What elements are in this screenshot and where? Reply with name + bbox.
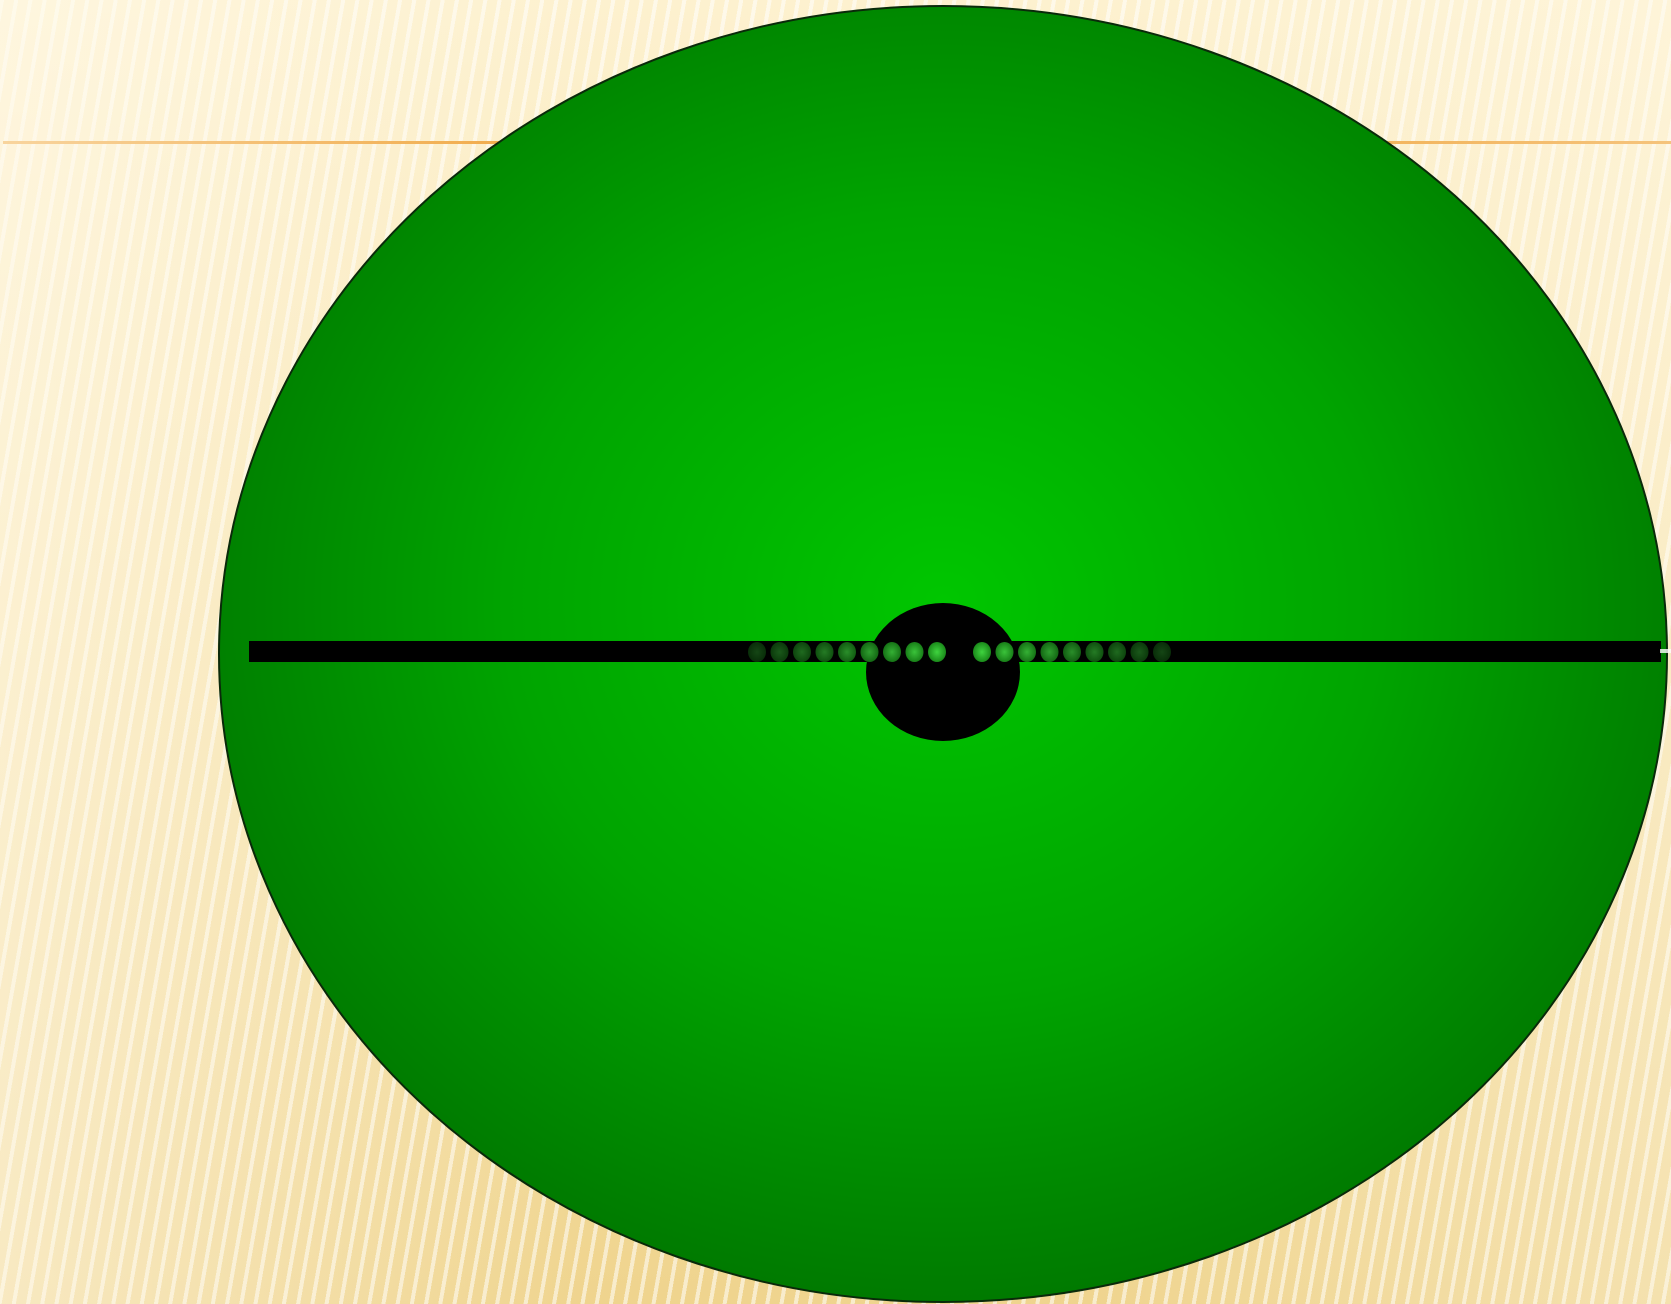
vesicle: [1063, 642, 1081, 662]
vesicle: [793, 642, 811, 662]
vesicle: [770, 642, 789, 662]
vesicle: [815, 642, 834, 662]
vesicles-right: [973, 642, 1171, 662]
vesicle: [973, 642, 991, 662]
vesicle: [748, 642, 766, 662]
vesicle: [905, 642, 924, 662]
vesicle: [1085, 642, 1104, 662]
vesicle: [838, 642, 856, 662]
vesicles-left: [748, 642, 946, 662]
vesicle: [1108, 642, 1126, 662]
vesicle: [860, 642, 879, 662]
vesicle: [995, 642, 1014, 662]
vesicle: [1130, 642, 1149, 662]
cell-plate-end: [1660, 649, 1671, 653]
vesicle: [883, 642, 901, 662]
vesicle: [1153, 642, 1171, 662]
vesicle: [928, 642, 946, 662]
vesicle: [1018, 642, 1036, 662]
nucleus: [866, 603, 1020, 741]
vesicle: [1040, 642, 1059, 662]
